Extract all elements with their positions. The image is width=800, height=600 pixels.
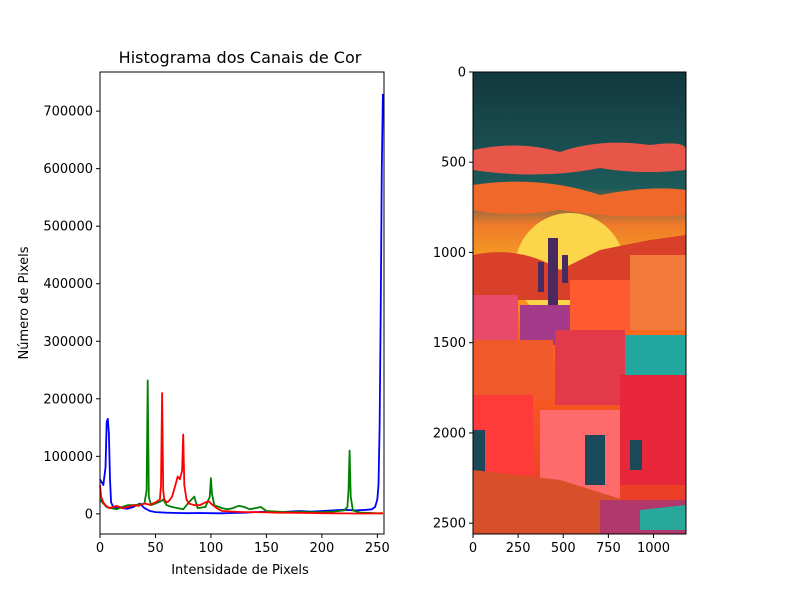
- x-tick-label: 50: [147, 541, 164, 556]
- image-y-tick-label: 1000: [433, 246, 466, 261]
- image-x-tick-label: 500: [551, 541, 576, 556]
- x-tick-label: 100: [199, 541, 224, 556]
- histogram-chart: Histograma dos Canais de Cor 0 50 100 150 20…: [17, 48, 390, 578]
- y-axis: 0 100000 200000 300000 400000 500000 600000 700…: [43, 105, 100, 522]
- y-tick-label: 600000: [43, 162, 93, 177]
- cactus: [538, 262, 544, 292]
- image-y-tick-label: 0: [458, 66, 466, 81]
- chart-title: Histograma dos Canais de Cor: [119, 48, 362, 67]
- village-painting: [473, 72, 686, 534]
- building: [630, 255, 686, 330]
- series-line-0: [99, 93, 384, 515]
- image-x-tick-label: 750: [596, 541, 621, 556]
- image-y-tick-label: 500: [441, 156, 466, 171]
- building: [473, 295, 518, 340]
- x-tick-label: 150: [254, 541, 279, 556]
- image-x-axis: 0 250 500 750 1000: [469, 534, 670, 556]
- series-line-1: [99, 379, 383, 515]
- building: [620, 375, 686, 485]
- x-tick-label: 250: [365, 541, 390, 556]
- window: [630, 440, 642, 470]
- x-tick-label: 0: [96, 541, 104, 556]
- x-tick-label: 200: [309, 541, 334, 556]
- y-tick-label: 200000: [43, 392, 93, 407]
- image-frame: [472, 71, 687, 535]
- image-y-tick-label: 2000: [433, 426, 466, 441]
- image-x-tick-label: 1000: [637, 541, 670, 556]
- series-line-2: [99, 392, 383, 515]
- doorway: [473, 430, 485, 475]
- x-axis: 0 50 100 150 200 250: [96, 534, 390, 556]
- image-panel: 0 250 500 750 1000 0 500 1000 1500 2000 2500: [433, 66, 687, 556]
- y-tick-label: 100000: [43, 450, 93, 465]
- image-y-axis: 0 500 1000 1500 2000 2500: [433, 66, 473, 532]
- y-tick-label: 400000: [43, 277, 93, 292]
- image-x-tick-label: 0: [469, 541, 477, 556]
- series-layer: [99, 93, 384, 515]
- building: [555, 330, 625, 405]
- y-tick-label: 700000: [43, 105, 93, 120]
- y-axis-label: Número de Pixels: [17, 246, 32, 359]
- cloud: [473, 142, 686, 175]
- image-x-tick-label: 250: [506, 541, 531, 556]
- x-axis-label: Intensidade de Pixels: [171, 563, 309, 578]
- y-tick-label: 500000: [43, 220, 93, 235]
- plot-frame: [99, 71, 385, 535]
- planter: [640, 505, 686, 530]
- building: [570, 280, 630, 330]
- cactus: [562, 255, 568, 283]
- y-tick-label: 0: [85, 507, 93, 522]
- image-y-tick-label: 2500: [433, 517, 466, 532]
- image-y-tick-label: 1500: [433, 336, 466, 351]
- cloud: [473, 181, 686, 217]
- y-tick-label: 300000: [43, 335, 93, 350]
- doorway: [585, 435, 605, 485]
- building: [473, 340, 553, 400]
- cactus: [548, 238, 558, 308]
